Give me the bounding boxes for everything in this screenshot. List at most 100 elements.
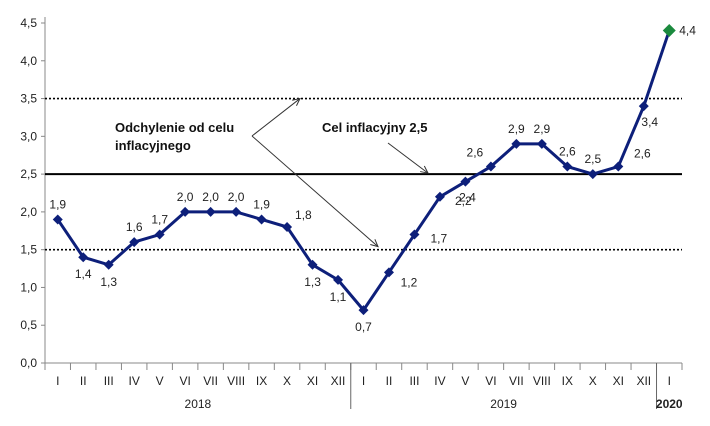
x-month-label: VII bbox=[203, 374, 218, 388]
data-point bbox=[129, 237, 140, 248]
data-point bbox=[282, 222, 293, 232]
data-label: 0,7 bbox=[355, 320, 372, 334]
data-label: 2,9 bbox=[508, 122, 525, 136]
data-point bbox=[511, 138, 522, 149]
x-month-label: VII bbox=[509, 374, 524, 388]
data-point bbox=[154, 229, 165, 240]
data-point bbox=[256, 214, 267, 225]
y-tick-label: 4,5 bbox=[20, 16, 37, 30]
x-month-label: I bbox=[362, 374, 365, 388]
arrow-head bbox=[420, 165, 429, 174]
x-month-label: IX bbox=[256, 374, 267, 388]
x-month-label: I bbox=[668, 374, 671, 388]
data-label: 2,6 bbox=[467, 146, 484, 160]
x-month-label: X bbox=[283, 374, 291, 388]
data-label: 1,7 bbox=[151, 213, 168, 227]
x-month-label: XI bbox=[613, 374, 624, 388]
data-point bbox=[662, 24, 676, 38]
data-label: 1,2 bbox=[401, 275, 418, 289]
x-month-label: IV bbox=[434, 374, 445, 388]
data-point bbox=[587, 169, 598, 180]
annotation-target: Cel inflacyjny 2,5 bbox=[322, 120, 428, 135]
data-point bbox=[638, 101, 649, 112]
x-axis: I II III IV V VI VII VIII IX X XI XII I II III IV V VI VII… bbox=[44, 362, 683, 411]
series-cpi: 1,9 1,4 1,3 1,6 1,7 2,0 2,0 2,0 1,9 1,8 1,3 1,1 0,7 1… bbox=[49, 24, 696, 335]
data-point bbox=[485, 161, 496, 172]
x-year-label: 2018 bbox=[185, 397, 212, 411]
x-month-label: XII bbox=[636, 374, 651, 388]
x-month-label: VIII bbox=[533, 374, 551, 388]
data-point bbox=[307, 259, 318, 270]
data-label: 2,4 bbox=[459, 191, 476, 205]
annotation-tolerance-line1: Odchylenie od celu bbox=[115, 120, 234, 135]
data-label: 1,6 bbox=[126, 220, 143, 234]
data-label: 1,9 bbox=[49, 197, 66, 211]
data-label: 2,6 bbox=[634, 147, 651, 161]
data-label: 2,0 bbox=[202, 190, 219, 204]
x-month-label: XII bbox=[331, 374, 346, 388]
data-point bbox=[613, 161, 624, 172]
arrow-line bbox=[251, 135, 379, 248]
data-point bbox=[180, 206, 191, 217]
y-tick-label: 1,0 bbox=[20, 280, 37, 294]
data-point bbox=[78, 252, 89, 263]
data-label: 1,8 bbox=[295, 208, 312, 222]
annotation-tolerance-line2: inflacyjnego bbox=[115, 138, 191, 153]
y-axis: 0,0 0,5 1,0 1,5 2,0 2,5 3,0 3,5 4,0 4,5 bbox=[20, 16, 46, 370]
arrow-head bbox=[292, 97, 301, 106]
y-tick-label: 0,0 bbox=[20, 356, 37, 370]
data-point bbox=[383, 267, 394, 278]
x-month-label: V bbox=[461, 374, 469, 388]
data-point bbox=[434, 191, 445, 202]
data-point bbox=[460, 176, 471, 187]
x-month-label: II bbox=[80, 374, 87, 388]
data-point bbox=[103, 259, 114, 270]
data-label: 1,7 bbox=[430, 232, 447, 246]
x-month-label: II bbox=[386, 374, 393, 388]
arrow-head bbox=[370, 239, 379, 248]
y-tick-label: 3,0 bbox=[20, 129, 37, 143]
data-label: 3,4 bbox=[641, 115, 658, 129]
data-label: 4,4 bbox=[679, 24, 696, 38]
x-month-label: IV bbox=[129, 374, 140, 388]
x-month-label: III bbox=[104, 374, 114, 388]
x-month-label: I bbox=[56, 374, 59, 388]
reference-lines bbox=[45, 97, 682, 251]
x-month-label: IX bbox=[562, 374, 573, 388]
y-tick-label: 0,5 bbox=[20, 318, 37, 332]
x-month-label: VI bbox=[179, 374, 190, 388]
data-label: 2,6 bbox=[559, 145, 576, 159]
data-label: 2,0 bbox=[228, 190, 245, 204]
data-point bbox=[333, 274, 344, 285]
data-label: 1,3 bbox=[100, 275, 117, 289]
x-month-label: X bbox=[589, 374, 597, 388]
data-point bbox=[358, 305, 369, 316]
x-year-label: 2019 bbox=[490, 397, 517, 411]
series-line bbox=[56, 30, 671, 312]
data-label: 1,1 bbox=[330, 290, 347, 304]
x-year-label: 2020 bbox=[656, 397, 683, 411]
data-point bbox=[231, 206, 242, 217]
data-label: 2,0 bbox=[177, 190, 194, 204]
data-point bbox=[562, 161, 573, 172]
data-point bbox=[409, 229, 420, 240]
data-label: 2,9 bbox=[534, 122, 551, 136]
data-label: 2,5 bbox=[584, 152, 601, 166]
data-point bbox=[52, 214, 63, 225]
data-label: 2,2 bbox=[455, 194, 472, 208]
data-label: 1,4 bbox=[75, 267, 92, 281]
x-month-label: V bbox=[156, 374, 164, 388]
arrow-line bbox=[387, 142, 429, 174]
y-tick-label: 4,0 bbox=[20, 54, 37, 68]
data-point bbox=[536, 138, 547, 149]
data-label: 1,9 bbox=[253, 197, 270, 211]
x-month-label: III bbox=[409, 374, 419, 388]
y-tick-label: 2,5 bbox=[20, 167, 37, 181]
arrow-line bbox=[251, 98, 301, 137]
y-tick-label: 1,5 bbox=[20, 243, 37, 257]
x-month-label: XI bbox=[307, 374, 318, 388]
y-tick-label: 3,5 bbox=[20, 92, 37, 106]
y-tick-label: 2,0 bbox=[20, 205, 37, 219]
annotation-arrows bbox=[251, 97, 429, 248]
